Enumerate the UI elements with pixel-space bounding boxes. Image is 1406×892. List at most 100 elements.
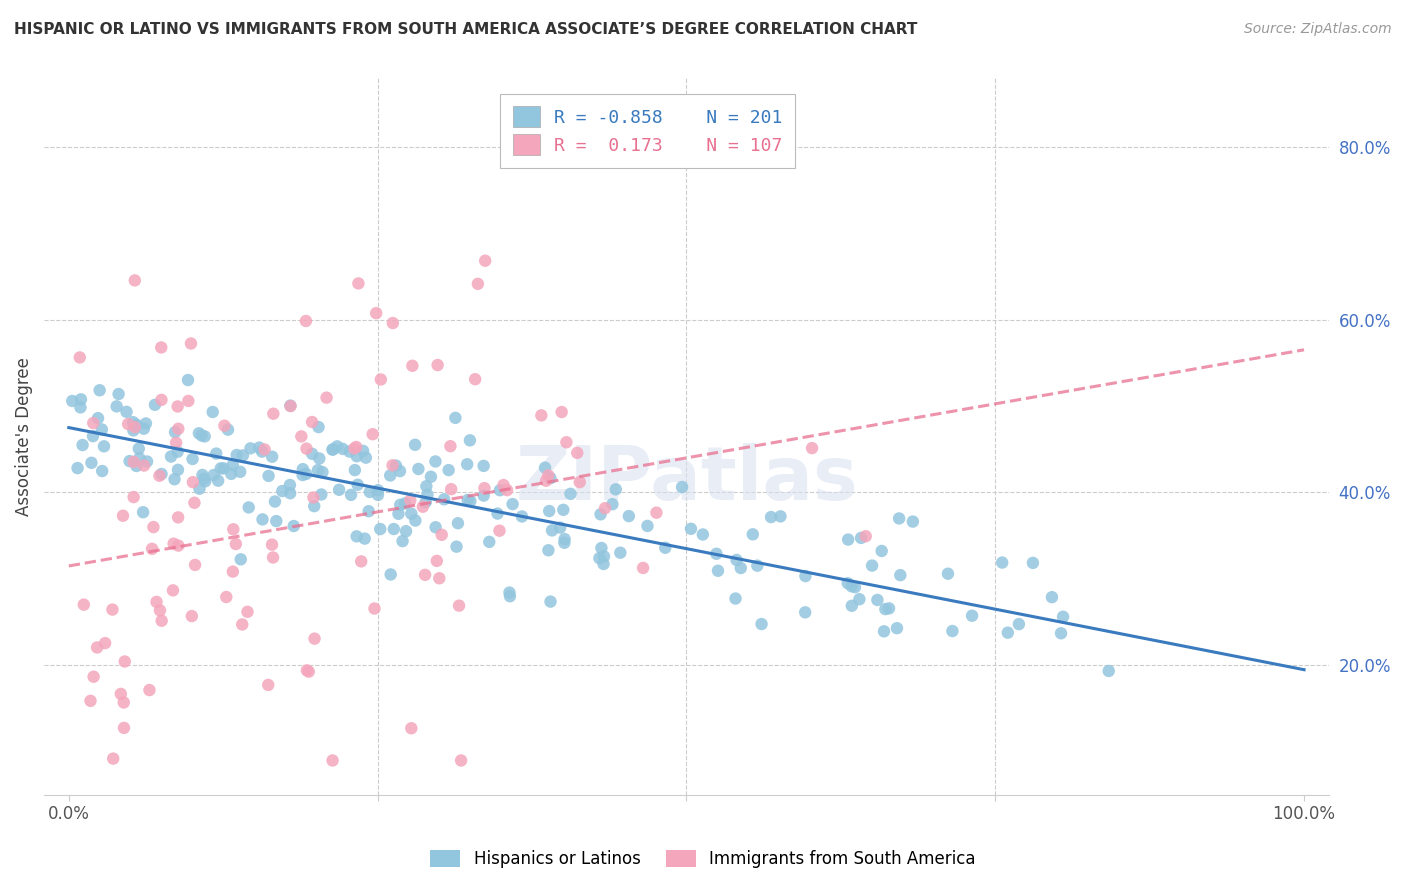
Point bbox=[382, 522, 405, 536]
Legend: R = -0.858    N = 201, R =  0.173    N = 107: R = -0.858 N = 201, R = 0.173 N = 107 bbox=[501, 94, 796, 168]
Point bbox=[415, 495, 437, 509]
Point bbox=[553, 503, 575, 517]
Point bbox=[214, 418, 236, 433]
Point bbox=[191, 467, 214, 482]
Point bbox=[125, 458, 148, 473]
Point bbox=[167, 539, 190, 553]
Point bbox=[177, 393, 200, 408]
Point bbox=[308, 420, 330, 434]
Point bbox=[339, 444, 361, 458]
Point bbox=[346, 477, 368, 491]
Point bbox=[794, 605, 817, 619]
Point bbox=[550, 405, 572, 419]
Point bbox=[498, 585, 520, 599]
Point bbox=[135, 417, 157, 431]
Point bbox=[217, 423, 239, 437]
Point bbox=[291, 462, 314, 476]
Point bbox=[231, 617, 253, 632]
Point bbox=[725, 553, 748, 567]
Point bbox=[860, 558, 883, 573]
Point bbox=[180, 336, 202, 351]
Point bbox=[193, 472, 215, 486]
Point bbox=[298, 665, 321, 679]
Point bbox=[167, 463, 190, 477]
Point bbox=[301, 415, 323, 429]
Point bbox=[80, 456, 103, 470]
Point bbox=[841, 599, 863, 613]
Point bbox=[148, 468, 170, 483]
Point bbox=[266, 514, 288, 528]
Point bbox=[387, 507, 409, 521]
Point bbox=[474, 253, 496, 268]
Point bbox=[66, 461, 89, 475]
Point bbox=[541, 524, 564, 538]
Point bbox=[87, 411, 110, 425]
Point bbox=[322, 442, 344, 457]
Point bbox=[1098, 664, 1121, 678]
Point bbox=[385, 458, 408, 473]
Point bbox=[591, 541, 613, 555]
Point bbox=[132, 422, 155, 436]
Point bbox=[262, 407, 284, 421]
Point bbox=[302, 491, 325, 505]
Point bbox=[605, 483, 627, 497]
Point bbox=[794, 569, 817, 583]
Point bbox=[654, 541, 676, 555]
Point bbox=[132, 458, 155, 473]
Point bbox=[343, 463, 366, 477]
Point bbox=[363, 601, 385, 615]
Point bbox=[128, 451, 150, 466]
Point bbox=[399, 493, 422, 508]
Point bbox=[437, 463, 460, 477]
Point bbox=[855, 529, 877, 543]
Point bbox=[751, 617, 773, 632]
Point bbox=[115, 405, 138, 419]
Point bbox=[887, 511, 910, 525]
Point bbox=[225, 448, 247, 462]
Legend: Hispanics or Latinos, Immigrants from South America: Hispanics or Latinos, Immigrants from So… bbox=[422, 842, 984, 877]
Text: HISPANIC OR LATINO VS IMMIGRANTS FROM SOUTH AMERICA ASSOCIATE’S DEGREE CORRELATI: HISPANIC OR LATINO VS IMMIGRANTS FROM SO… bbox=[14, 22, 918, 37]
Point bbox=[262, 550, 284, 565]
Point bbox=[555, 435, 578, 450]
Point bbox=[449, 599, 471, 613]
Point bbox=[167, 422, 190, 436]
Point bbox=[346, 529, 368, 543]
Point bbox=[457, 493, 479, 508]
Point bbox=[141, 541, 163, 556]
Point bbox=[280, 399, 302, 413]
Point bbox=[212, 461, 235, 475]
Point bbox=[588, 551, 610, 566]
Point bbox=[166, 444, 188, 458]
Point bbox=[472, 489, 495, 503]
Point bbox=[311, 465, 333, 479]
Point bbox=[456, 457, 478, 471]
Point bbox=[492, 478, 515, 492]
Point bbox=[101, 602, 124, 616]
Point bbox=[394, 496, 416, 510]
Point bbox=[401, 359, 423, 373]
Point bbox=[165, 425, 187, 439]
Point bbox=[412, 500, 434, 514]
Point bbox=[499, 589, 522, 603]
Point bbox=[496, 483, 519, 497]
Point bbox=[332, 442, 354, 456]
Point bbox=[72, 438, 94, 452]
Point bbox=[86, 640, 108, 655]
Point bbox=[69, 401, 91, 415]
Point bbox=[366, 306, 388, 320]
Point bbox=[413, 567, 436, 582]
Point bbox=[162, 536, 184, 550]
Point bbox=[430, 528, 453, 542]
Point bbox=[837, 533, 859, 547]
Point bbox=[117, 417, 139, 431]
Point bbox=[769, 509, 792, 524]
Point bbox=[207, 474, 229, 488]
Point bbox=[219, 467, 242, 481]
Point bbox=[278, 486, 301, 500]
Point bbox=[93, 439, 115, 453]
Point bbox=[540, 471, 562, 485]
Point bbox=[295, 467, 318, 481]
Point bbox=[328, 483, 350, 497]
Point bbox=[112, 696, 135, 710]
Point bbox=[354, 450, 377, 465]
